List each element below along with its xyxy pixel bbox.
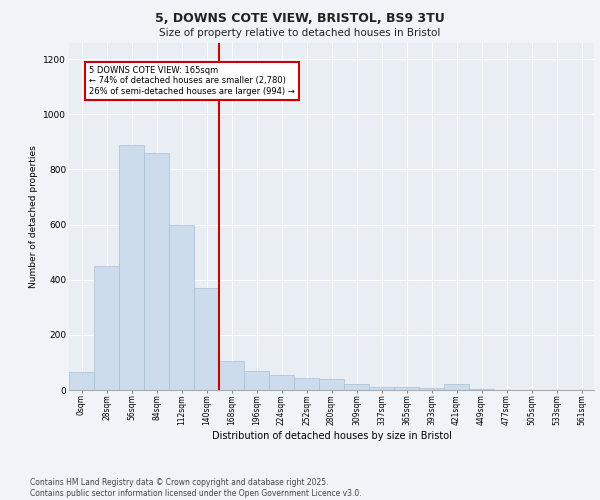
Bar [119,144,144,390]
Bar [169,224,194,390]
Bar [269,375,294,390]
Bar [219,361,244,390]
Text: 5, DOWNS COTE VIEW, BRISTOL, BS9 3TU: 5, DOWNS COTE VIEW, BRISTOL, BS9 3TU [155,12,445,26]
Bar [244,370,269,390]
Bar [344,384,369,390]
Text: 5 DOWNS COTE VIEW: 165sqm
← 74% of detached houses are smaller (2,780)
26% of se: 5 DOWNS COTE VIEW: 165sqm ← 74% of detac… [89,66,295,96]
Bar [319,379,344,390]
X-axis label: Distribution of detached houses by size in Bristol: Distribution of detached houses by size … [212,430,451,440]
Bar [369,387,394,390]
Y-axis label: Number of detached properties: Number of detached properties [29,145,38,288]
Bar [69,372,94,390]
Text: Contains HM Land Registry data © Crown copyright and database right 2025.
Contai: Contains HM Land Registry data © Crown c… [30,478,362,498]
Bar [419,388,444,390]
Bar [444,384,469,390]
Bar [144,153,169,390]
Bar [94,266,119,390]
Bar [469,389,494,390]
Text: Size of property relative to detached houses in Bristol: Size of property relative to detached ho… [160,28,440,38]
Bar [294,378,319,390]
Bar [194,288,219,390]
Bar [394,387,419,390]
